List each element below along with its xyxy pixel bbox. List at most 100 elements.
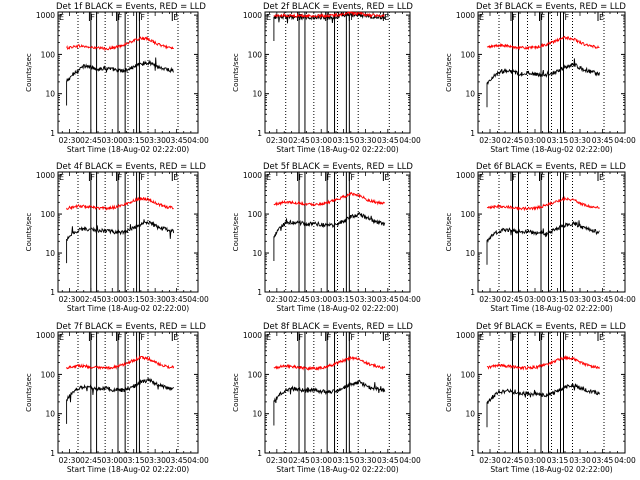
x-tick-label: 03:30 — [569, 295, 591, 304]
x-tick-label: 04:00 — [187, 456, 209, 465]
y-tick-label: 100 — [41, 210, 56, 219]
y-tick-label: 1 — [470, 288, 475, 297]
series-lld-line — [66, 196, 174, 211]
y-tick-label: 10 — [45, 90, 55, 99]
y-axis-label: Counts/sec — [232, 53, 240, 92]
x-tick-label: 02:30 — [59, 136, 81, 145]
interval-box — [298, 331, 306, 454]
flag-label: E — [479, 333, 484, 342]
y-tick-label: 1000 — [243, 171, 262, 180]
x-axis-label: Start Time (18-Aug-02 02:22:00) — [67, 465, 189, 474]
series-events-line — [486, 383, 600, 428]
y-axis-label: Counts/sec — [25, 213, 33, 252]
x-tick-label: 02:30 — [59, 295, 81, 304]
y-tick-label: 10 — [465, 90, 475, 99]
y-tick-label: 100 — [248, 370, 263, 379]
flag-label: E — [173, 173, 178, 182]
y-tick-label: 1 — [50, 129, 55, 138]
y-tick-label: 1000 — [243, 11, 262, 20]
x-tick-label: 03:45 — [592, 136, 614, 145]
flag-label: E — [266, 173, 271, 182]
x-tick-label: 03:30 — [355, 295, 377, 304]
flag-label: E — [173, 333, 178, 342]
panel-det-8: Det 8f BLACK = Events, RED = LLD 1 10 100 10… — [232, 322, 421, 474]
x-tick-label: 02:45 — [502, 136, 524, 145]
interval-box — [345, 331, 350, 454]
x-tick-label: 03:15 — [123, 136, 145, 145]
y-axis-label: Counts/sec — [445, 213, 453, 252]
flag-label: E — [479, 13, 484, 22]
x-tick-label: 04:00 — [399, 456, 421, 465]
y-tick-label: 1000 — [36, 171, 55, 180]
y-tick-label: 1 — [470, 449, 475, 458]
y-tick-label: 1000 — [243, 331, 262, 340]
interval-box — [560, 171, 564, 293]
x-tick-label: 03:45 — [377, 456, 399, 465]
flag-label: E — [599, 333, 604, 342]
x-tick-label: 02:45 — [80, 295, 102, 304]
series-events-line — [486, 58, 600, 108]
x-tick-label: 02:45 — [288, 456, 310, 465]
y-tick-label: 1000 — [456, 331, 475, 340]
panel-det-2: Det 2f BLACK = Events, RED = LLD 1 10 100 10… — [232, 2, 421, 154]
series-events-line — [66, 219, 175, 264]
x-tick-label: 02:30 — [266, 136, 288, 145]
x-tick-label: 03:15 — [333, 295, 355, 304]
x-tick-label: 02:30 — [266, 295, 288, 304]
flag-label: F — [350, 333, 355, 342]
panel-title: Det 8f BLACK = Events, RED = LLD — [263, 322, 413, 332]
flag-label: F — [118, 173, 123, 182]
interval-box — [298, 11, 306, 134]
x-axis-label: Start Time (18-Aug-02 02:22:00) — [67, 145, 189, 154]
panel-det-5: Det 5f BLACK = Events, RED = LLD 1 10 100 10… — [232, 162, 421, 313]
x-axis-label: Start Time (18-Aug-02 02:22:00) — [276, 145, 398, 154]
y-tick-label: 10 — [252, 90, 262, 99]
x-tick-label: 03:15 — [123, 295, 145, 304]
y-tick-label: 1 — [50, 449, 55, 458]
x-tick-label: 03:30 — [569, 136, 591, 145]
x-axis-label: Start Time (18-Aug-02 02:22:00) — [490, 465, 612, 474]
interval-box — [560, 331, 564, 454]
x-tick-label: 03:45 — [592, 456, 614, 465]
x-tick-label: 04:00 — [399, 295, 421, 304]
series-lld-line — [486, 354, 600, 371]
y-tick-label: 1000 — [456, 171, 475, 180]
x-tick-label: 03:30 — [144, 456, 166, 465]
series-events-line — [66, 377, 174, 424]
x-tick-label: 02:45 — [502, 456, 524, 465]
panel-title: Det 2f BLACK = Events, RED = LLD — [263, 2, 413, 12]
x-tick-label: 04:00 — [614, 136, 636, 145]
y-tick-label: 100 — [248, 210, 263, 219]
x-tick-label: 02:45 — [288, 136, 310, 145]
series-lld-line — [273, 191, 386, 207]
y-tick-label: 100 — [248, 50, 263, 59]
y-tick-label: 100 — [41, 50, 56, 59]
flag-label: F — [565, 173, 570, 182]
x-tick-label: 02:45 — [80, 136, 102, 145]
x-tick-label: 03:30 — [144, 295, 166, 304]
x-tick-label: 03:15 — [547, 295, 569, 304]
panel-det-3: Det 3f BLACK = Events, RED = LLD 1 10 100 10… — [445, 2, 636, 154]
flag-label: F — [350, 173, 355, 182]
flag-label: E — [384, 13, 389, 22]
x-tick-label: 03:00 — [524, 456, 546, 465]
flag-label: F — [512, 173, 517, 182]
series-lld-line — [273, 355, 386, 371]
x-tick-label: 03:30 — [355, 456, 377, 465]
flag-label: E — [173, 13, 178, 22]
flag-label: F — [299, 333, 304, 342]
flag-label: F — [118, 13, 123, 22]
flag-label: F — [565, 333, 570, 342]
y-axis-label: Counts/sec — [445, 373, 453, 412]
x-tick-label: 03:15 — [547, 456, 569, 465]
panel-det-7: Det 7f BLACK = Events, RED = LLD 1 10 100 10… — [25, 322, 209, 474]
x-tick-label: 02:30 — [59, 456, 81, 465]
flag-label: F — [512, 13, 517, 22]
x-tick-label: 02:45 — [80, 456, 102, 465]
x-tick-label: 03:45 — [377, 136, 399, 145]
panel-title: Det 4f BLACK = Events, RED = LLD — [56, 162, 206, 172]
y-axis-label: Counts/sec — [25, 53, 33, 92]
x-tick-label: 04:00 — [187, 295, 209, 304]
interval-box — [345, 11, 350, 134]
y-tick-label: 10 — [45, 410, 55, 419]
